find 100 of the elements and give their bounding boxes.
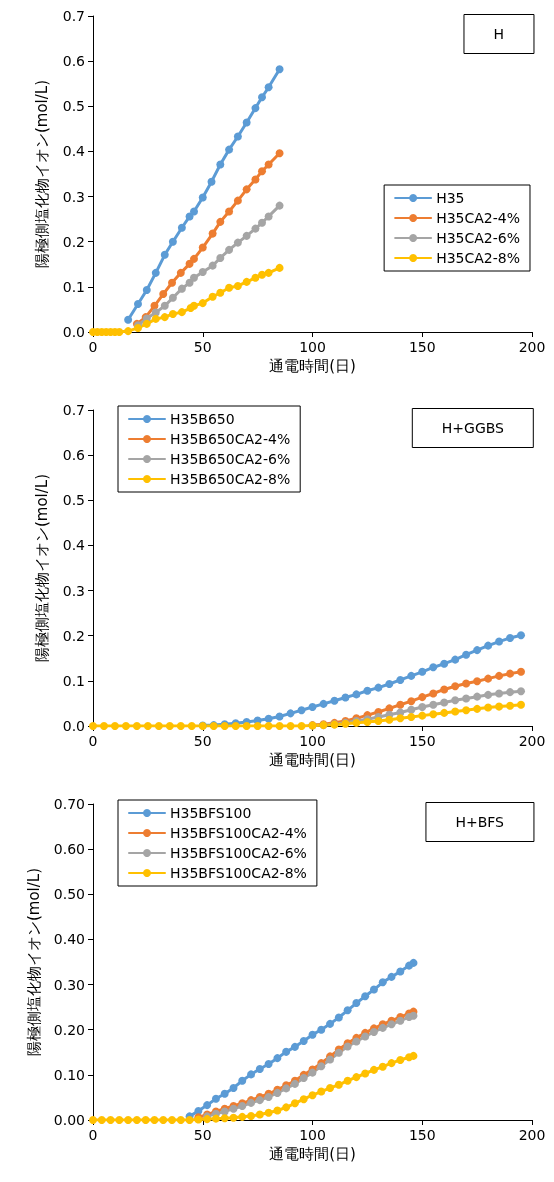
point <box>297 722 306 730</box>
point <box>134 300 142 309</box>
point <box>233 196 242 205</box>
point <box>317 1087 326 1096</box>
point <box>290 1042 299 1051</box>
point <box>154 722 163 730</box>
point <box>451 682 460 691</box>
point <box>429 663 438 672</box>
point <box>187 722 196 730</box>
point <box>132 722 141 730</box>
point <box>255 1110 264 1119</box>
point <box>106 1116 115 1124</box>
point <box>429 689 438 698</box>
y-tick-label: 0.0 <box>62 718 85 734</box>
point <box>330 696 339 705</box>
point <box>264 160 273 169</box>
point <box>165 722 174 730</box>
legend-label: H35BFS100CA2-6% <box>170 845 307 861</box>
point <box>255 1064 264 1073</box>
point <box>132 1116 141 1124</box>
legend-label: H35B650CA2-4% <box>170 431 291 447</box>
point <box>242 231 251 240</box>
point <box>168 1116 177 1124</box>
point <box>242 185 251 194</box>
point <box>220 1114 229 1123</box>
point <box>160 250 169 259</box>
point <box>343 1076 352 1085</box>
point <box>352 1073 361 1082</box>
x-tick-label: 200 <box>518 733 546 749</box>
point <box>264 714 273 723</box>
point <box>286 709 295 718</box>
point <box>506 669 515 678</box>
y-tick-label: 0.10 <box>53 1066 85 1083</box>
point <box>352 690 361 699</box>
legend-label: H35B650CA2-6% <box>170 451 291 467</box>
point <box>251 175 260 184</box>
point <box>361 992 370 1001</box>
x-tick-label: 100 <box>299 733 326 749</box>
point <box>473 677 482 686</box>
y-tick-label: 0.2 <box>62 233 85 250</box>
x-tick-label: 100 <box>299 1127 326 1143</box>
point <box>121 722 130 730</box>
point <box>396 714 405 723</box>
point <box>352 999 361 1008</box>
point <box>264 1060 273 1069</box>
point <box>506 701 515 710</box>
point <box>177 284 186 293</box>
point <box>407 712 416 721</box>
point <box>334 1013 343 1022</box>
point <box>517 631 526 640</box>
point <box>208 261 217 270</box>
point <box>273 1054 282 1063</box>
point <box>387 1059 396 1068</box>
point <box>242 722 251 730</box>
point <box>495 671 504 680</box>
point <box>517 687 526 696</box>
point <box>308 1030 317 1039</box>
point <box>242 277 251 286</box>
point <box>473 704 482 713</box>
point <box>334 1080 343 1089</box>
point <box>177 223 186 232</box>
point <box>387 972 396 981</box>
x-tick-label: 0 <box>88 1127 98 1143</box>
y-tick-label: 0.5 <box>62 492 85 509</box>
y-axis-title: 陽極側塩化物イオン(mol/L) <box>32 79 51 269</box>
point <box>451 655 460 664</box>
point <box>159 290 168 299</box>
point <box>160 313 169 322</box>
point <box>396 1055 405 1064</box>
point <box>238 1076 247 1085</box>
point <box>151 314 160 323</box>
point <box>506 633 515 642</box>
point <box>185 212 194 221</box>
point <box>216 160 225 169</box>
y-tick-label: 0.40 <box>53 931 85 948</box>
point <box>317 1025 326 1034</box>
point <box>451 707 460 716</box>
point <box>299 1074 308 1083</box>
x-tick-label: 0 <box>88 339 98 355</box>
point <box>198 267 207 276</box>
legend-label: H35B650CA2-8% <box>170 471 291 487</box>
point <box>168 309 177 318</box>
point <box>473 646 482 655</box>
point <box>440 685 449 694</box>
y-tick-label: 0.20 <box>53 1021 85 1038</box>
point <box>299 1095 308 1104</box>
point <box>264 1108 273 1117</box>
point <box>242 118 251 127</box>
x-tick-label: 50 <box>193 339 212 355</box>
x-tick-label: 50 <box>193 733 212 749</box>
point <box>225 145 234 154</box>
point <box>160 301 169 310</box>
y-tick-label: 0.3 <box>62 582 85 599</box>
point <box>258 218 267 227</box>
point <box>251 273 260 282</box>
point <box>396 700 405 709</box>
point <box>177 308 186 317</box>
point <box>484 674 493 683</box>
point <box>124 327 133 336</box>
y-tick-label: 0.4 <box>62 537 86 554</box>
